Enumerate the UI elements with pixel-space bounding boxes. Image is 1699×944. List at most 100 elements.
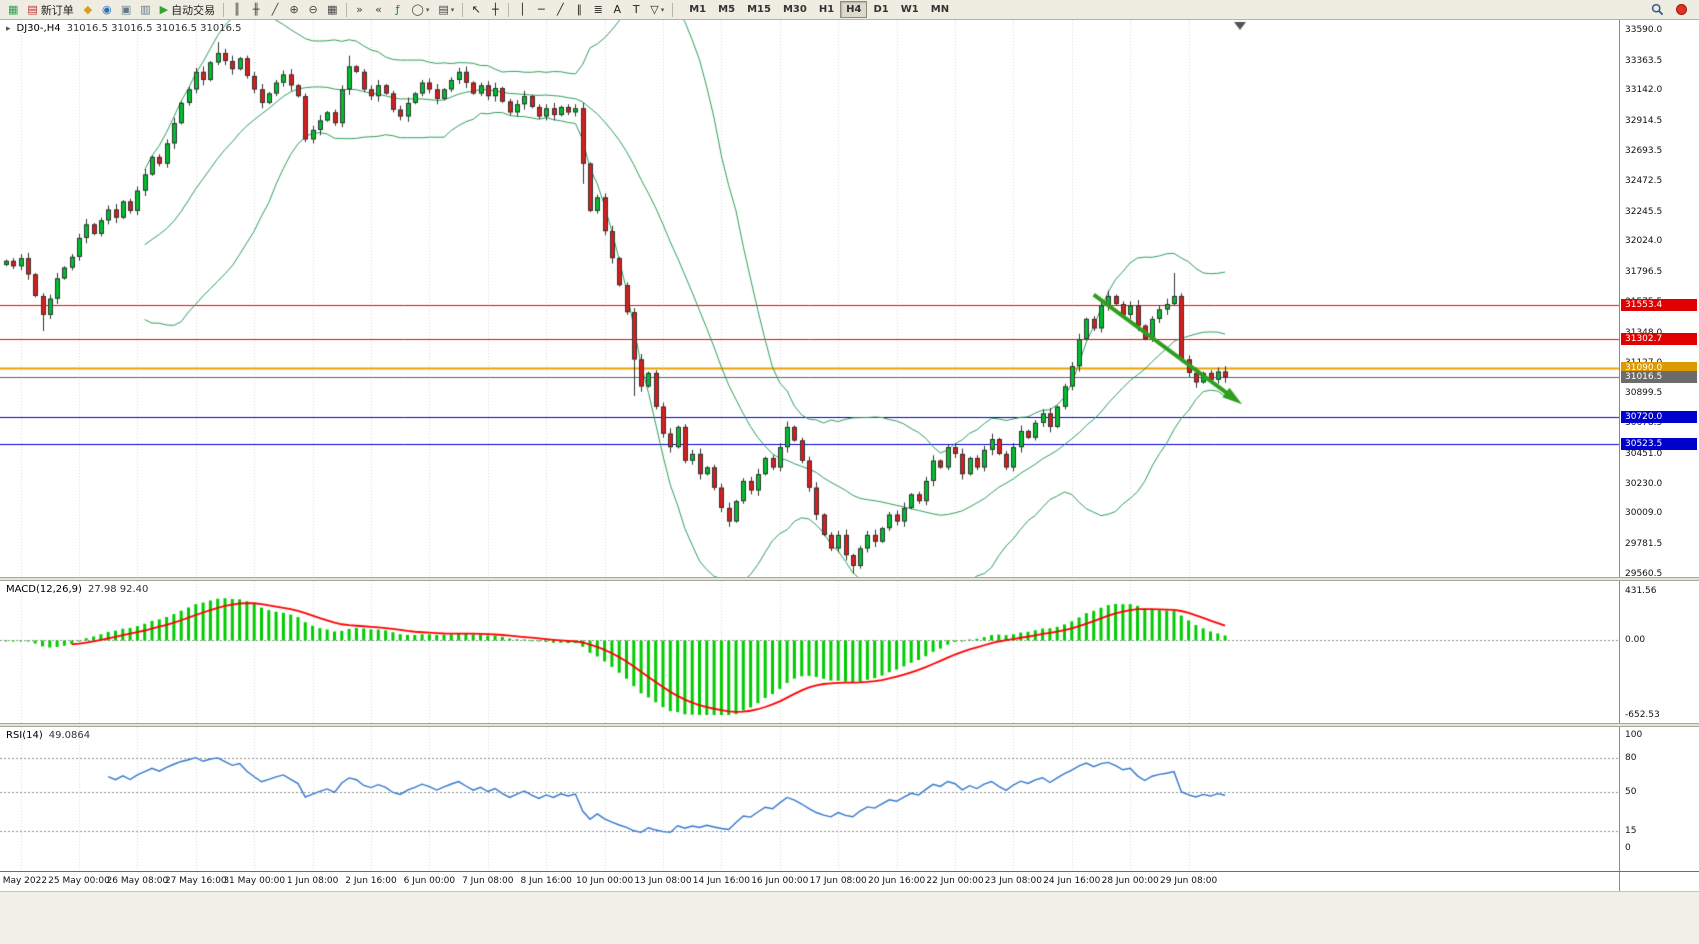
rsi-canvas[interactable] <box>0 727 1619 871</box>
price-tick: 30230.0 <box>1625 478 1663 489</box>
vertical-line-icon[interactable]: │ <box>513 1 531 18</box>
equidistant-channel-glyph: ∥ <box>576 3 583 16</box>
bar-chart-glyph: ║ <box>233 3 241 16</box>
text-icon[interactable]: A <box>608 1 626 18</box>
navigator-glyph: ▣ <box>120 3 132 16</box>
templates-icon[interactable]: ▤ ▾ <box>434 1 458 18</box>
zoom-in-icon[interactable]: ⊕ <box>285 1 303 18</box>
line-chart-icon[interactable]: ╱ <box>266 1 284 18</box>
candlestick-chart-icon[interactable]: ╫ <box>247 1 265 18</box>
support-2-tag: 30523.5 <box>1621 437 1697 450</box>
navigator-icon[interactable]: ▣ <box>117 1 135 18</box>
axis-corner <box>1619 872 1699 891</box>
zoom-out-icon[interactable]: ⊖ <box>304 1 322 18</box>
new-order-glyph: ▤ <box>27 3 38 16</box>
price-tick: 33142.0 <box>1625 85 1663 96</box>
pivot-orange-tag: 31090.0 <box>1621 361 1697 374</box>
cursor-icon[interactable]: ↖ <box>467 1 485 18</box>
timeframe-d1[interactable]: D1 <box>873 4 889 15</box>
tile-windows-glyph: ▦ <box>327 3 338 16</box>
rsi-tick: 50 <box>1625 786 1637 797</box>
trendline-icon[interactable]: ╱ <box>551 1 569 18</box>
price-tick: 32693.5 <box>1625 146 1663 157</box>
price-tick: 30009.0 <box>1625 508 1663 519</box>
time-label: 14 Jun 16:00 <box>692 876 750 886</box>
autotrading-button[interactable]: ▶ 自动交易 <box>156 1 219 18</box>
time-label: 22 Jun 00:00 <box>926 876 984 886</box>
text-label-icon[interactable]: T <box>627 1 645 18</box>
price-tick: 32472.5 <box>1625 175 1663 186</box>
terminal-glyph: ▥ <box>140 3 151 16</box>
panel-divider-rsi[interactable] <box>0 723 1699 727</box>
time-label: 31 May 00:00 <box>223 876 286 886</box>
new-order-button[interactable]: ▤ 新订单 <box>23 1 77 18</box>
macd-canvas[interactable] <box>0 581 1619 723</box>
panel-divider-macd[interactable] <box>0 577 1699 581</box>
horizontal-line-icon[interactable]: ─ <box>532 1 550 18</box>
arrows-dropdown-caret: ▾ <box>660 5 665 14</box>
price-tick: 33590.0 <box>1625 25 1663 35</box>
timeframe-m1[interactable]: M1 <box>689 4 707 15</box>
time-label: 23 Jun 08:00 <box>984 876 1042 886</box>
time-label: 25 May 00:00 <box>48 876 110 886</box>
new-chart-icon[interactable]: ▦ <box>4 1 22 18</box>
crosshair-icon[interactable]: ┼ <box>486 1 504 18</box>
horizontal-line-glyph: ─ <box>537 3 545 16</box>
arrows-icon[interactable]: ▽ ▾ <box>646 1 668 18</box>
arrows-glyph: ▽ <box>650 3 659 16</box>
fibonacci-icon[interactable]: ≣ <box>589 1 607 18</box>
chart-shift-glyph: « <box>375 3 382 16</box>
price-tick: 32024.0 <box>1625 236 1663 247</box>
search-icon[interactable] <box>1647 1 1668 18</box>
main-toolbar: ▦ ▤ 新订单 ◆ ◉ ▣ ▥ ▶ 自动交易 ║ ╫ ╱ ⊕ ⊖ ▦» «ƒ ◯ ▾ ▤ ▾ ↖ ┼ │ ─ ╱ ∥ ≣ A T ▽ ▾ M1… <box>0 0 1699 20</box>
candlestick-chart-glyph: ╫ <box>252 3 260 16</box>
notification-icon[interactable] <box>1676 4 1687 15</box>
macd-panel: MACD(12,26,9) 27.98 92.40 431.56 0.00 -652… <box>0 581 1699 723</box>
main-chart-canvas[interactable] <box>0 20 1619 577</box>
market-watch-icon[interactable]: ◆ <box>79 1 97 18</box>
toolbar-right-tools <box>1647 1 1695 18</box>
timeframe-m5[interactable]: M5 <box>718 4 736 15</box>
support-1-tag: 30720.0 <box>1621 411 1697 424</box>
price-axis[interactable]: 33590.0 33363.5 33142.0 32914.5 32693.5 32472… <box>1619 20 1699 577</box>
chart-shift-icon[interactable]: « <box>370 1 388 18</box>
indicators-icon[interactable]: ƒ <box>389 1 407 18</box>
autotrading-glyph: ▶ <box>159 3 169 16</box>
time-label: 29 Jun 08:00 <box>1160 876 1218 886</box>
one-click-trading-icon[interactable]: ▸ <box>6 23 11 34</box>
data-window-icon[interactable]: ◉ <box>98 1 116 18</box>
bar-chart-icon[interactable]: ║ <box>228 1 246 18</box>
timeframe-m30[interactable]: M30 <box>782 4 807 15</box>
text-label-glyph: T <box>632 3 640 16</box>
rsi-axis[interactable]: 100 80 50 15 0 <box>1619 727 1699 871</box>
time-label: 27 May 16:00 <box>164 876 227 886</box>
new-chart-glyph: ▦ <box>8 3 19 16</box>
zoom-out-glyph: ⊖ <box>308 3 318 16</box>
macd-axis[interactable]: 431.56 0.00 -652.53 <box>1619 581 1699 723</box>
timeframe-h4[interactable]: H4 <box>840 1 868 18</box>
terminal-icon[interactable]: ▥ <box>136 1 154 18</box>
timeframe-mn[interactable]: MN <box>930 4 950 15</box>
equidistant-channel-icon[interactable]: ∥ <box>570 1 588 18</box>
timeframe-w1[interactable]: W1 <box>900 4 919 15</box>
data-window-glyph: ◉ <box>102 3 112 16</box>
time-label: 7 Jun 08:00 <box>462 876 514 886</box>
periods-glyph: ◯ <box>411 3 424 16</box>
rsi-tick: 100 <box>1625 730 1643 740</box>
periods-icon[interactable]: ◯ ▾ <box>408 1 434 18</box>
price-tick: 30899.5 <box>1625 388 1663 399</box>
timeframe-m15[interactable]: M15 <box>747 4 771 15</box>
time-label: 28 Jun 00:00 <box>1101 876 1159 886</box>
timeframe-h1[interactable]: H1 <box>818 4 835 15</box>
time-label: 6 Jun 00:00 <box>403 876 456 886</box>
autotrading-label: 自动交易 <box>171 3 216 17</box>
resistance-1-tag: 31553.4 <box>1621 298 1697 311</box>
toolbar-separator <box>462 2 464 17</box>
auto-scroll-icon[interactable]: » <box>351 1 369 18</box>
bid-price-tag: 31016.5 <box>1621 371 1697 384</box>
toolbar-separator <box>223 2 225 17</box>
tile-windows-icon[interactable]: ▦ <box>323 1 341 18</box>
time-label: 24 Jun 16:00 <box>1043 876 1101 886</box>
